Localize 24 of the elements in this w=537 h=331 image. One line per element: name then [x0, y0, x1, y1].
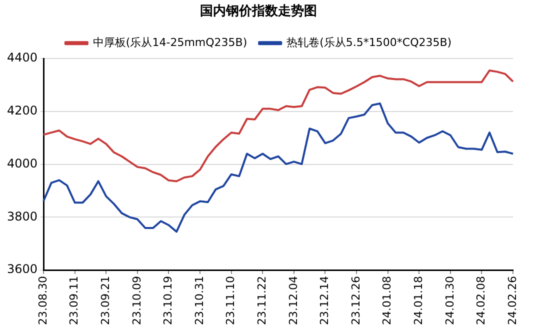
- chart-title: 国内钢价指数走势图: [200, 3, 317, 20]
- y-tick-label: 3600: [6, 262, 38, 276]
- x-tick-label: 23.09.21: [98, 276, 112, 325]
- y-tick-label: 4200: [6, 104, 38, 118]
- x-tick-label: 23.10.09: [130, 276, 144, 325]
- x-tick-label: 24.02.26: [506, 276, 519, 325]
- x-tick-label: 23.09.11: [68, 276, 81, 325]
- x-tick-label: 23.11.22: [255, 276, 268, 325]
- x-tick-label: 23.08.30: [36, 276, 50, 325]
- x-tick-label: 23.10.19: [162, 276, 175, 325]
- x-tick-label: 24.01.18: [412, 276, 425, 325]
- x-tick-label: 24.02.08: [474, 276, 488, 325]
- y-tick-label: 3800: [6, 209, 38, 224]
- legend-label: 热轧卷(乐从5.5*1500*CQ235B): [286, 36, 452, 49]
- x-tick-label: 23.12.26: [349, 276, 362, 325]
- x-tick-label: 23.11.10: [224, 276, 238, 325]
- legend-label: 中厚板(乐从14-25mmQ235B): [92, 36, 248, 49]
- y-tick-label: 4400: [6, 50, 38, 65]
- x-tick-label: 24.01.30: [443, 276, 456, 325]
- x-tick-label: 23.10.31: [192, 276, 206, 325]
- y-tick-label: 4000: [6, 156, 38, 170]
- x-tick-label: 24.01.08: [380, 276, 394, 325]
- x-tick-label: 23.12.14: [318, 276, 332, 325]
- x-tick-label: 23.12.04: [286, 276, 300, 325]
